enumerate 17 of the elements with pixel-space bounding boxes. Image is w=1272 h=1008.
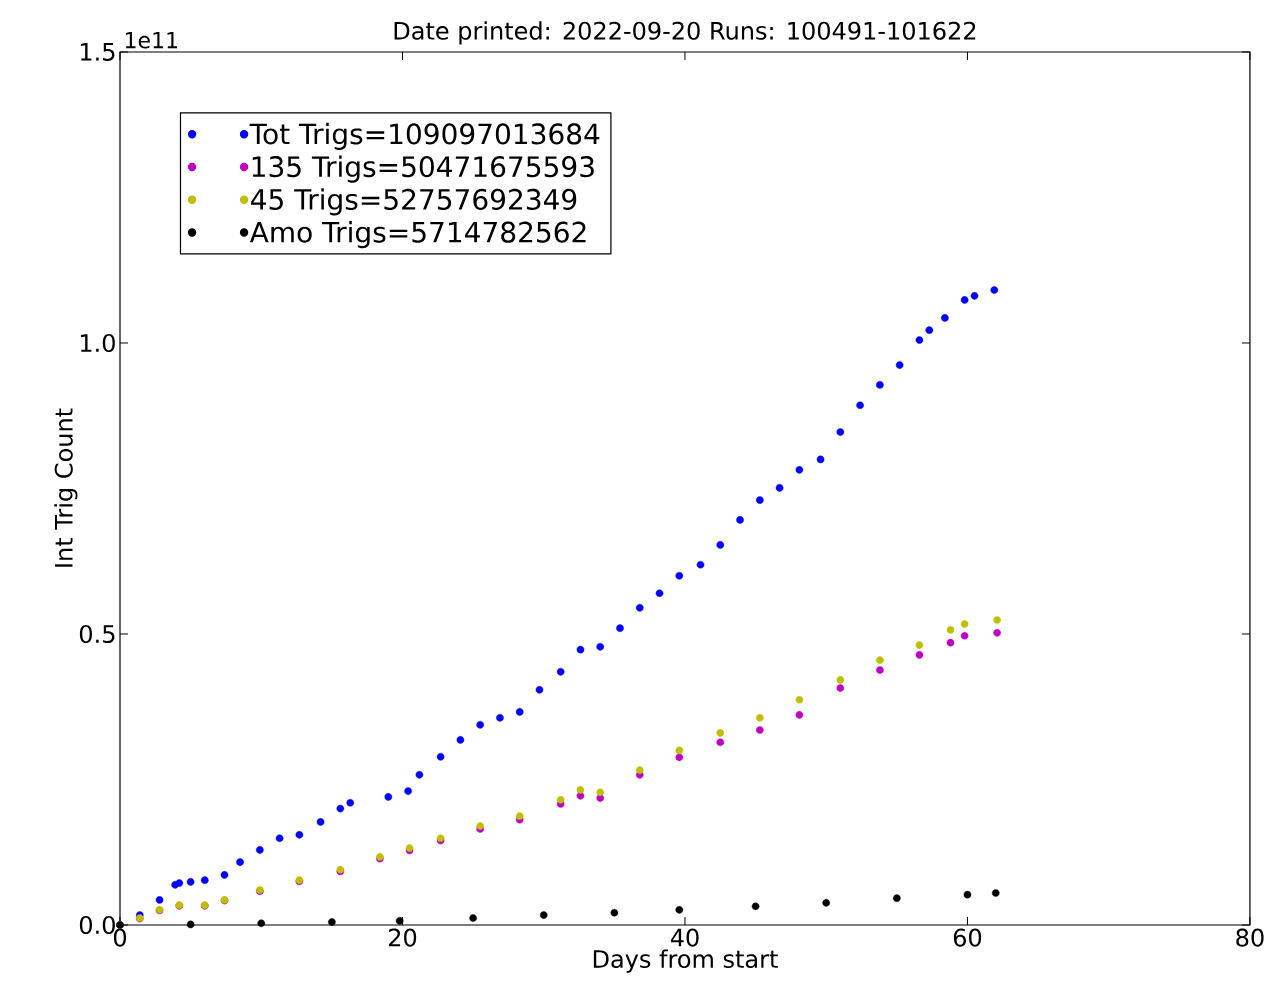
chart-title: Date printed: 2022-09-20 Runs: 100491-101622 [394,21,976,45]
legend-label: 45 Trigs=52757692349 [251,188,577,216]
x-tick-label: 40 [670,928,699,947]
x-tick-label: 80 [1236,928,1264,947]
legend-label: Tot Trigs=109097013684 [249,122,600,150]
legend-label: 135 Trigs=50471675593 [252,155,594,183]
y-tick-label: 1.5 [80,43,115,61]
x-axis-title: Days from start [593,949,778,973]
x-tick-label: 60 [953,928,982,947]
legend-label: Amo Trigs=5714782562 [249,221,586,249]
y-tick-label: 1.0 [80,333,115,353]
y-tick-label: 0.5 [79,624,115,644]
x-tick-label: 0 [113,928,127,947]
x-tick-label: 20 [388,928,417,947]
text: 1e11 [125,32,178,49]
y-tick-label: 0.0 [79,915,115,935]
y-axis-title: Int Trig Count [54,408,78,567]
